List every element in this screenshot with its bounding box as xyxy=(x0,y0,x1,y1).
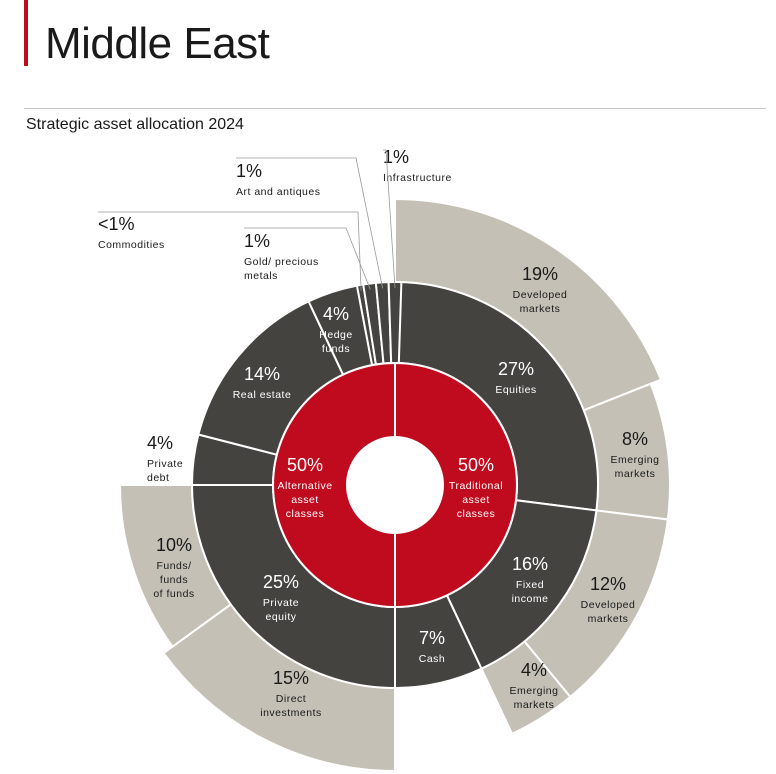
outer-funds-funds-of-funds-label: Funds/ xyxy=(156,560,191,572)
middle-private-equity-label: Private xyxy=(263,597,299,609)
middle-fixed-income-label: income xyxy=(512,593,549,605)
outer-fixed-income-developed-markets-value: 12% xyxy=(590,574,626,594)
middle-art-and-antiques-label: Art and antiques xyxy=(236,186,320,198)
inner-traditional-asset-classes-label: classes xyxy=(457,508,496,520)
outer-funds-funds-of-funds-label: funds xyxy=(160,574,188,586)
middle-fixed-income-label: Fixed xyxy=(516,579,544,591)
middle-art-and-antiques-value: 1% xyxy=(236,161,262,181)
middle-gold-precious-metals-label: metals xyxy=(244,270,278,282)
inner-alternative-asset-classes-label: Alternative xyxy=(277,480,332,492)
outer-direct-investments-label: investments xyxy=(260,707,322,719)
header-divider xyxy=(24,108,766,109)
leader-line-commodities xyxy=(98,211,362,291)
inner-alternative-asset-classes-label: classes xyxy=(286,508,325,520)
inner-traditional-asset-classes-value: 50% xyxy=(458,455,494,475)
middle-real-estate-value: 14% xyxy=(244,364,280,384)
outer-fixed-income-emerging-markets-value: 4% xyxy=(521,660,547,680)
outer-direct-investments-label: Direct xyxy=(276,693,306,705)
leader-line-gold-precious-metals xyxy=(244,227,371,290)
inner-slice-alternative-asset-classes xyxy=(272,361,396,609)
outer-equities-developed-markets-value: 19% xyxy=(522,264,558,284)
inner-traditional-asset-classes-label: asset xyxy=(462,494,490,506)
middle-cash-value: 7% xyxy=(419,628,445,648)
outer-equities-developed-markets-label: markets xyxy=(520,303,561,315)
middle-equities-label: Equities xyxy=(495,384,536,396)
outer-fixed-income-developed-markets-label: markets xyxy=(588,613,629,625)
middle-commodities-label: Commodities xyxy=(98,239,165,251)
outer-equities-emerging-markets-value: 8% xyxy=(622,429,648,449)
chart-subtitle: Strategic asset allocation 2024 xyxy=(26,116,244,133)
middle-private-equity-label: equity xyxy=(265,611,296,623)
center-hole xyxy=(348,438,442,532)
outer-equities-emerging-markets-label: markets xyxy=(615,468,656,480)
outer-fixed-income-emerging-markets-label: Emerging xyxy=(510,685,559,697)
inner-alternative-asset-classes-value: 50% xyxy=(287,455,323,475)
middle-private-debt-label: debt xyxy=(147,472,169,484)
middle-infrastructure-label: Infrastructure xyxy=(383,172,452,184)
inner-traditional-asset-classes-label: Traditional xyxy=(449,480,503,492)
outer-fixed-income-developed-markets-label: Developed xyxy=(581,599,636,611)
middle-infrastructure-value: 1% xyxy=(383,147,409,167)
middle-real-estate-label: Real estate xyxy=(233,389,292,401)
leader-line-infrastructure xyxy=(383,149,396,289)
middle-private-equity-value: 25% xyxy=(263,572,299,592)
middle-slice-infrastructure xyxy=(387,280,403,365)
inner-alternative-asset-classes-label: asset xyxy=(291,494,319,506)
middle-hedge-funds-label: funds xyxy=(322,343,350,355)
middle-private-debt-label: Private xyxy=(147,458,183,470)
middle-hedge-funds-label: Hedge xyxy=(319,329,352,341)
page-title: Middle East xyxy=(45,19,270,68)
outer-funds-funds-of-funds-label: of funds xyxy=(153,588,194,600)
middle-commodities-value: <1% xyxy=(98,214,135,234)
outer-fixed-income-emerging-markets-label: markets xyxy=(514,699,555,711)
outer-equities-developed-markets-label: Developed xyxy=(513,289,568,301)
middle-gold-precious-metals-value: 1% xyxy=(244,231,270,251)
leader-line-art-and-antiques xyxy=(236,157,384,289)
outer-equities-emerging-markets-label: Emerging xyxy=(611,454,660,466)
middle-gold-precious-metals-label: Gold/ precious xyxy=(244,256,319,268)
inner-slice-traditional-asset-classes xyxy=(394,361,518,609)
outer-funds-funds-of-funds-value: 10% xyxy=(156,535,192,555)
accent-bar xyxy=(24,0,28,66)
middle-private-debt-value: 4% xyxy=(147,433,173,453)
middle-equities-value: 27% xyxy=(498,359,534,379)
middle-hedge-funds-value: 4% xyxy=(323,304,349,324)
middle-cash-label: Cash xyxy=(419,653,446,665)
outer-direct-investments-value: 15% xyxy=(273,668,309,688)
middle-fixed-income-value: 16% xyxy=(512,554,548,574)
